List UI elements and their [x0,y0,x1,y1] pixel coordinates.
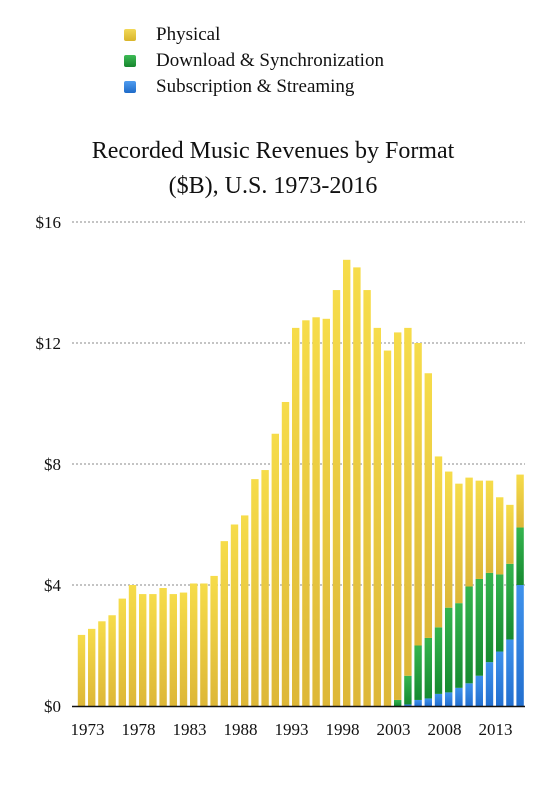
legend-label-download: Download & Synchronization [156,50,384,71]
bar-physical [312,317,320,706]
bar-download-synchronization [424,637,432,699]
y-tick-label: $8 [44,455,61,474]
bar-physical [322,318,330,706]
legend-item-download: Download & Synchronization [124,48,384,74]
bar-physical [516,474,524,528]
bar-subscription-streaming [506,639,514,706]
bar-physical [77,634,86,706]
chart-title-line-1: Recorded Music Revenues by Format [91,138,455,164]
bar-physical [424,373,432,638]
bar-physical [302,320,310,706]
bar-physical [88,628,96,706]
bar-download-synchronization [465,586,473,684]
x-tick-label: 1978 [122,720,156,739]
y-tick-label: $16 [36,213,62,232]
bar-subscription-streaming [475,675,483,706]
chart-title: Recorded Music Revenues by Format ($B), … [0,134,546,204]
bar-physical [373,327,381,707]
legend-label-streaming: Subscription & Streaming [156,76,355,97]
bar-physical [118,598,126,706]
y-tick-label: $0 [44,697,61,716]
bar-physical [261,470,269,706]
bar-download-synchronization [404,675,412,705]
axes: $0 $4 $8 $12 $16 1973 1978 1983 1988 1993 1998 2003… [36,213,525,739]
x-tick-label: 1973 [71,720,105,739]
bar-physical [292,327,300,707]
bar-physical [128,585,137,706]
bar-physical [414,343,422,646]
legend-item-physical: Physical [124,22,384,48]
y-tick-label: $4 [44,576,62,595]
bar-subscription-streaming [445,692,453,706]
bar-download-synchronization [414,645,422,700]
legend-swatch-physical [124,29,136,41]
bar-physical [169,594,177,706]
bar-physical [190,583,198,706]
bar-download-synchronization [475,578,483,676]
bar-physical [271,433,279,706]
bar-subscription-streaming [485,662,494,706]
bar-physical [220,541,228,706]
bar-physical [108,615,116,706]
bar-physical [159,588,167,706]
bars [77,259,524,707]
bar-subscription-streaming [516,585,524,706]
bar-physical [98,621,106,706]
bar-physical [343,259,351,706]
legend-label-physical: Physical [156,24,221,45]
x-tick-label: 2003 [377,720,411,739]
bar-download-synchronization [434,627,443,694]
y-tick-label: $12 [36,334,62,353]
bar-subscription-streaming [455,687,463,706]
bar-download-synchronization [394,699,402,706]
x-tick-label: 1983 [173,720,207,739]
bar-download-synchronization [445,607,453,693]
bar-download-synchronization [516,527,524,585]
bar-physical [485,480,494,573]
legend-swatch-download [124,55,136,67]
bar-physical [210,575,218,706]
bar-physical [230,524,239,706]
x-tick-label: 2008 [428,720,462,739]
bar-physical [200,583,208,706]
bar-download-synchronization [455,603,463,688]
bar-physical [179,592,188,706]
bar-physical [139,594,147,706]
chart-title-line-2: ($B), U.S. 1973-2016 [168,173,378,199]
x-tick-label: 2013 [479,720,513,739]
x-tick-label: 1988 [224,720,258,739]
bar-physical [434,456,443,628]
bar-physical [465,477,473,587]
bar-physical [496,497,504,575]
bar-physical [394,332,402,700]
bar-physical [241,515,249,706]
bar-physical [404,327,412,676]
bar-subscription-streaming [496,651,504,706]
bar-physical [281,401,290,706]
bar-download-synchronization [496,574,504,652]
bar-subscription-streaming [465,683,473,706]
bar-subscription-streaming [414,699,422,706]
legend-swatch-streaming [124,81,136,93]
bar-physical [506,504,514,564]
legend-item-streaming: Subscription & Streaming [124,74,384,100]
bar-physical [445,471,453,608]
bar-physical [475,480,483,579]
bar-subscription-streaming [434,693,443,706]
bar-physical [455,483,463,604]
chart-legend: Physical Download & Synchronization Subs… [124,22,384,100]
bar-download-synchronization [506,563,514,640]
x-tick-label: 1993 [275,720,309,739]
bar-subscription-streaming [404,704,412,706]
bar-physical [332,290,341,706]
bar-physical [363,290,371,706]
bar-physical [353,267,361,707]
bar-physical [149,594,157,706]
bar-subscription-streaming [424,698,432,706]
bar-download-synchronization [485,572,494,663]
bar-physical [383,350,392,706]
bar-physical [251,479,259,707]
x-tick-label: 1998 [326,720,360,739]
